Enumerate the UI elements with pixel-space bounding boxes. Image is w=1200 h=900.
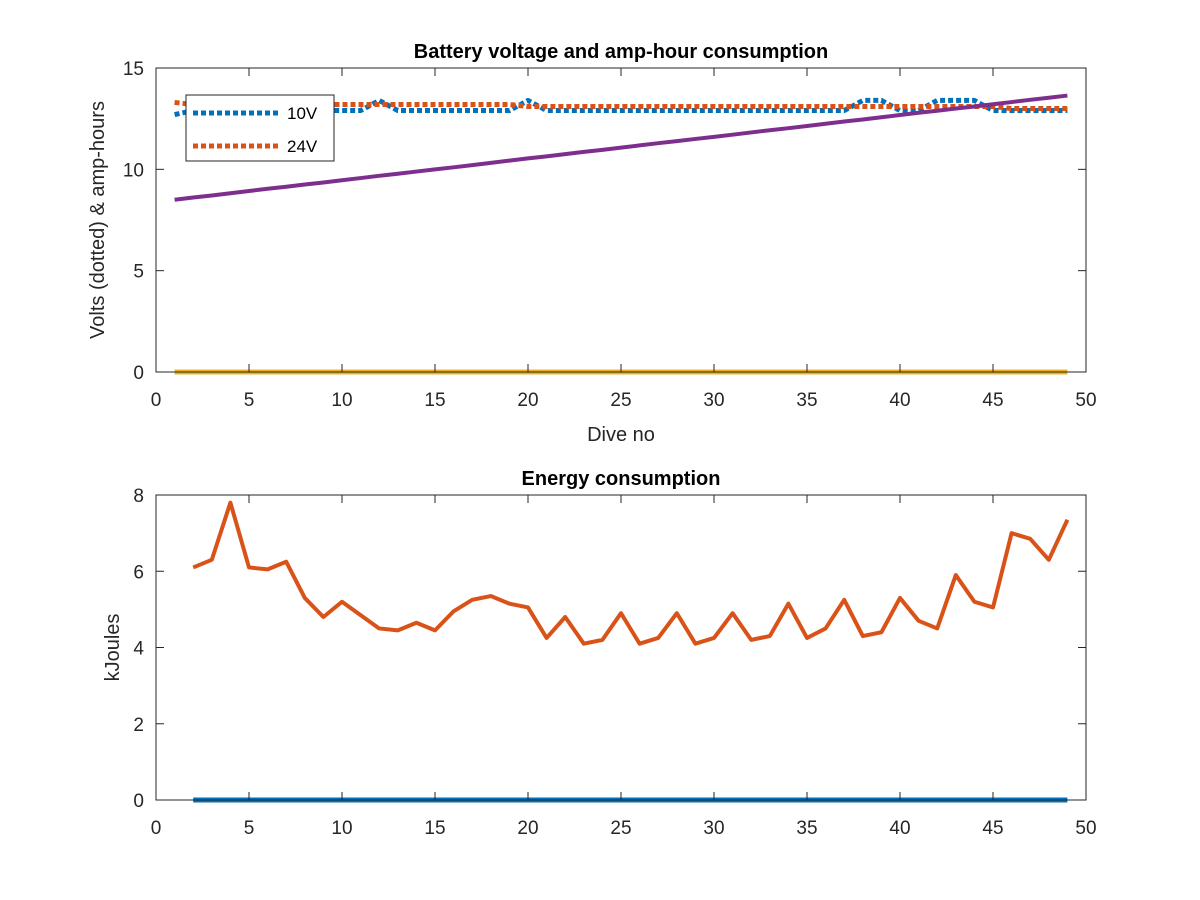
x-tick-label: 30 [703,818,724,839]
x-tick-label: 40 [889,818,910,839]
legend-label-24v: 24V [287,137,318,156]
legend-label-10v: 10V [287,104,318,123]
series-line-energy [192,500,1070,646]
x-tick-label: 5 [244,818,255,839]
x-tick-label: 0 [151,390,162,411]
x-tick-label: 50 [1075,390,1096,411]
voltage-chart-panel: 0 5 10 15 20 25 30 35 40 45 50 0 5 10 15 Battery volta… [87,41,1097,446]
voltage-chart-legend: 10V 24V [185,94,335,162]
y-tick-label: 6 [133,562,144,583]
energy-chart-frame [155,494,1087,801]
x-tick-label: 10 [331,390,352,411]
energy-chart-panel: 0 5 10 15 20 25 30 35 40 45 50 0 2 4 6 8 Energy consump… [102,468,1097,839]
x-tick-label: 15 [424,818,445,839]
x-tick-label: 15 [424,390,445,411]
x-tick-label: 50 [1075,818,1096,839]
x-tick-label: 20 [517,818,538,839]
x-tick-label: 40 [889,390,910,411]
x-tick-label: 5 [244,390,255,411]
y-tick-label: 2 [133,715,144,736]
y-tick-label: 15 [123,59,144,80]
y-tick-label: 4 [133,639,144,660]
energy-chart-marks [192,500,1070,803]
series-line-amp-hours [174,93,1068,202]
x-tick-label: 45 [982,390,1003,411]
x-tick-label: 10 [331,818,352,839]
y-tick-label: 0 [133,363,144,384]
y-tick-label: 8 [133,486,144,507]
x-tick-label: 20 [517,390,538,411]
energy-chart-ticks: 0 5 10 15 20 25 30 35 40 45 50 0 2 4 6 8 [133,486,1096,839]
x-tick-label: 25 [610,390,631,411]
energy-chart-y-axis-label: kJoules [102,614,124,682]
voltage-chart-x-axis-label: Dive no [587,424,655,446]
voltage-chart-y-axis-label: Volts (dotted) & amp-hours [87,101,109,339]
energy-chart-title: Energy consumption [522,468,721,490]
y-tick-label: 5 [133,262,144,283]
x-tick-label: 25 [610,818,631,839]
x-tick-label: 35 [796,818,817,839]
series-line-10v [174,97,1068,118]
x-tick-label: 35 [796,390,817,411]
legend-box [185,94,335,162]
voltage-chart-ticks: 0 5 10 15 20 25 30 35 40 45 50 0 5 10 15 [123,59,1097,411]
y-tick-label: 10 [123,160,144,181]
voltage-chart-title: Battery voltage and amp-hour consumption [414,41,828,63]
x-tick-label: 45 [982,818,1003,839]
x-tick-label: 30 [703,390,724,411]
y-tick-label: 0 [133,791,144,812]
x-tick-label: 0 [151,818,162,839]
